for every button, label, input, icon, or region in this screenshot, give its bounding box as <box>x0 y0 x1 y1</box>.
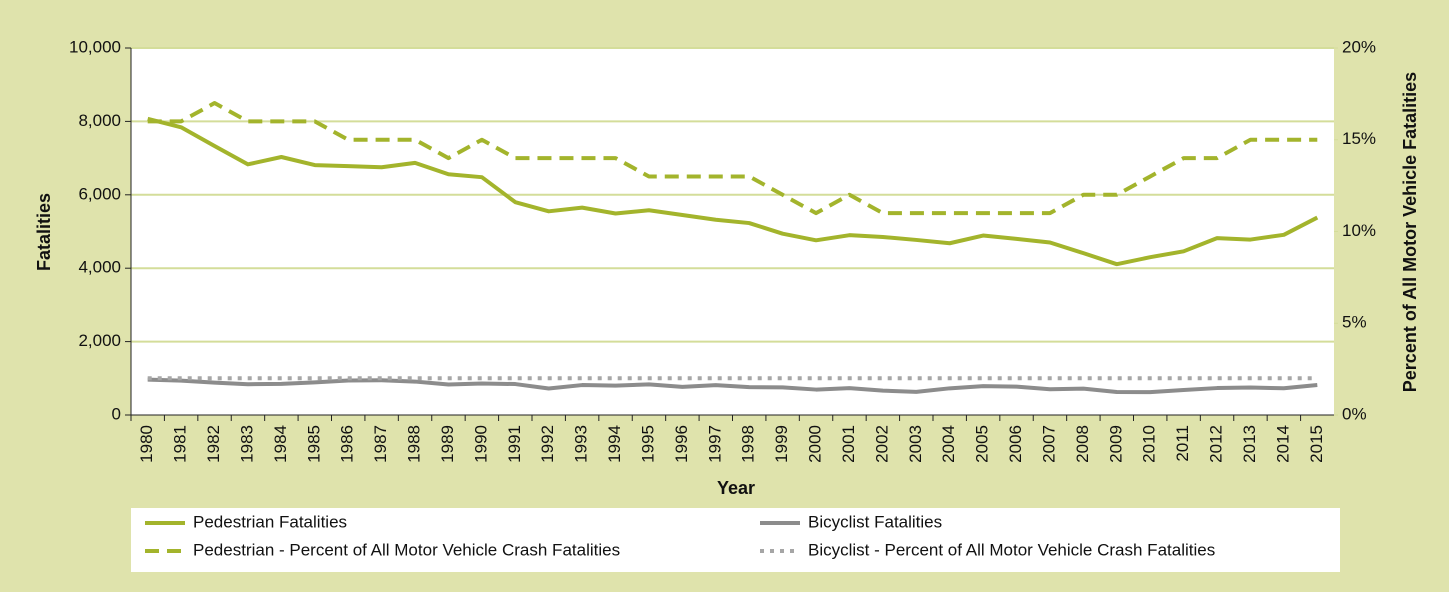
y2-tick-label: 0% <box>1342 404 1367 423</box>
x-tick-label: 2002 <box>872 425 891 463</box>
x-tick-label: 2003 <box>906 425 925 463</box>
plot-area <box>131 48 1334 415</box>
x-tick-label: 1981 <box>171 425 190 463</box>
y-tick-label: 0 <box>112 404 121 423</box>
x-tick-label: 1992 <box>538 425 557 463</box>
x-tick-label: 1983 <box>237 425 256 463</box>
x-tick-label: 1982 <box>204 425 223 463</box>
y2-tick-label: 15% <box>1342 129 1376 148</box>
x-tick-label: 1990 <box>471 425 490 463</box>
x-tick-label: 1987 <box>371 425 390 463</box>
x-tick-label: 1991 <box>505 425 524 463</box>
x-tick-label: 2005 <box>973 425 992 463</box>
legend-label: Bicyclist Fatalities <box>808 512 942 531</box>
x-tick-label: 2000 <box>806 425 825 463</box>
legend-label: Bicyclist - Percent of All Motor Vehicle… <box>808 540 1215 559</box>
x-tick-label: 2001 <box>839 425 858 463</box>
y-tick-label: 8,000 <box>78 111 121 130</box>
y2-tick-label: 5% <box>1342 313 1367 332</box>
series-line <box>147 116 1319 267</box>
x-tick-label: 2012 <box>1207 425 1226 463</box>
y2-axis-label: Percent of All Motor Vehicle Fatalities <box>1400 72 1420 392</box>
y-axis-label: Fatalities <box>34 193 54 271</box>
series-line <box>147 101 1318 216</box>
x-tick-label: 2009 <box>1106 425 1125 463</box>
x-tick-label: 2015 <box>1307 425 1326 463</box>
x-tick-label: 1998 <box>739 425 758 463</box>
x-tick-label: 2004 <box>939 425 958 463</box>
x-tick-label: 1988 <box>405 425 424 463</box>
x-tick-label: 2008 <box>1073 425 1092 463</box>
x-tick-label: 2013 <box>1240 425 1259 463</box>
x-tick-label: 1985 <box>304 425 323 463</box>
y-tick-label: 10,000 <box>69 37 121 56</box>
y2-tick-label: 10% <box>1342 221 1376 240</box>
x-tick-label: 1986 <box>338 425 357 463</box>
x-tick-label: 2010 <box>1140 425 1159 463</box>
x-tick-label: 1989 <box>438 425 457 463</box>
x-tick-label: 1980 <box>137 425 156 463</box>
legend-box <box>131 508 1340 572</box>
x-tick-label: 1997 <box>705 425 724 463</box>
series-line <box>147 377 1318 395</box>
x-tick-label: 2007 <box>1039 425 1058 463</box>
y2-tick-label: 20% <box>1342 37 1376 56</box>
y-tick-label: 6,000 <box>78 184 121 203</box>
x-tick-label: 1984 <box>271 425 290 463</box>
x-tick-label: 1993 <box>572 425 591 463</box>
x-tick-label: 2014 <box>1273 425 1292 463</box>
x-axis-label: Year <box>717 478 755 498</box>
y-tick-label: 4,000 <box>78 258 121 277</box>
y-tick-label: 2,000 <box>78 331 121 350</box>
legend-label: Pedestrian - Percent of All Motor Vehicl… <box>193 540 620 559</box>
x-tick-label: 1996 <box>672 425 691 463</box>
x-tick-label: 1994 <box>605 425 624 463</box>
x-tick-label: 1995 <box>638 425 657 463</box>
x-tick-label: 2011 <box>1173 425 1192 462</box>
x-tick-label: 1999 <box>772 425 791 463</box>
legend-label: Pedestrian Fatalities <box>193 512 347 531</box>
x-tick-label: 2006 <box>1006 425 1025 463</box>
